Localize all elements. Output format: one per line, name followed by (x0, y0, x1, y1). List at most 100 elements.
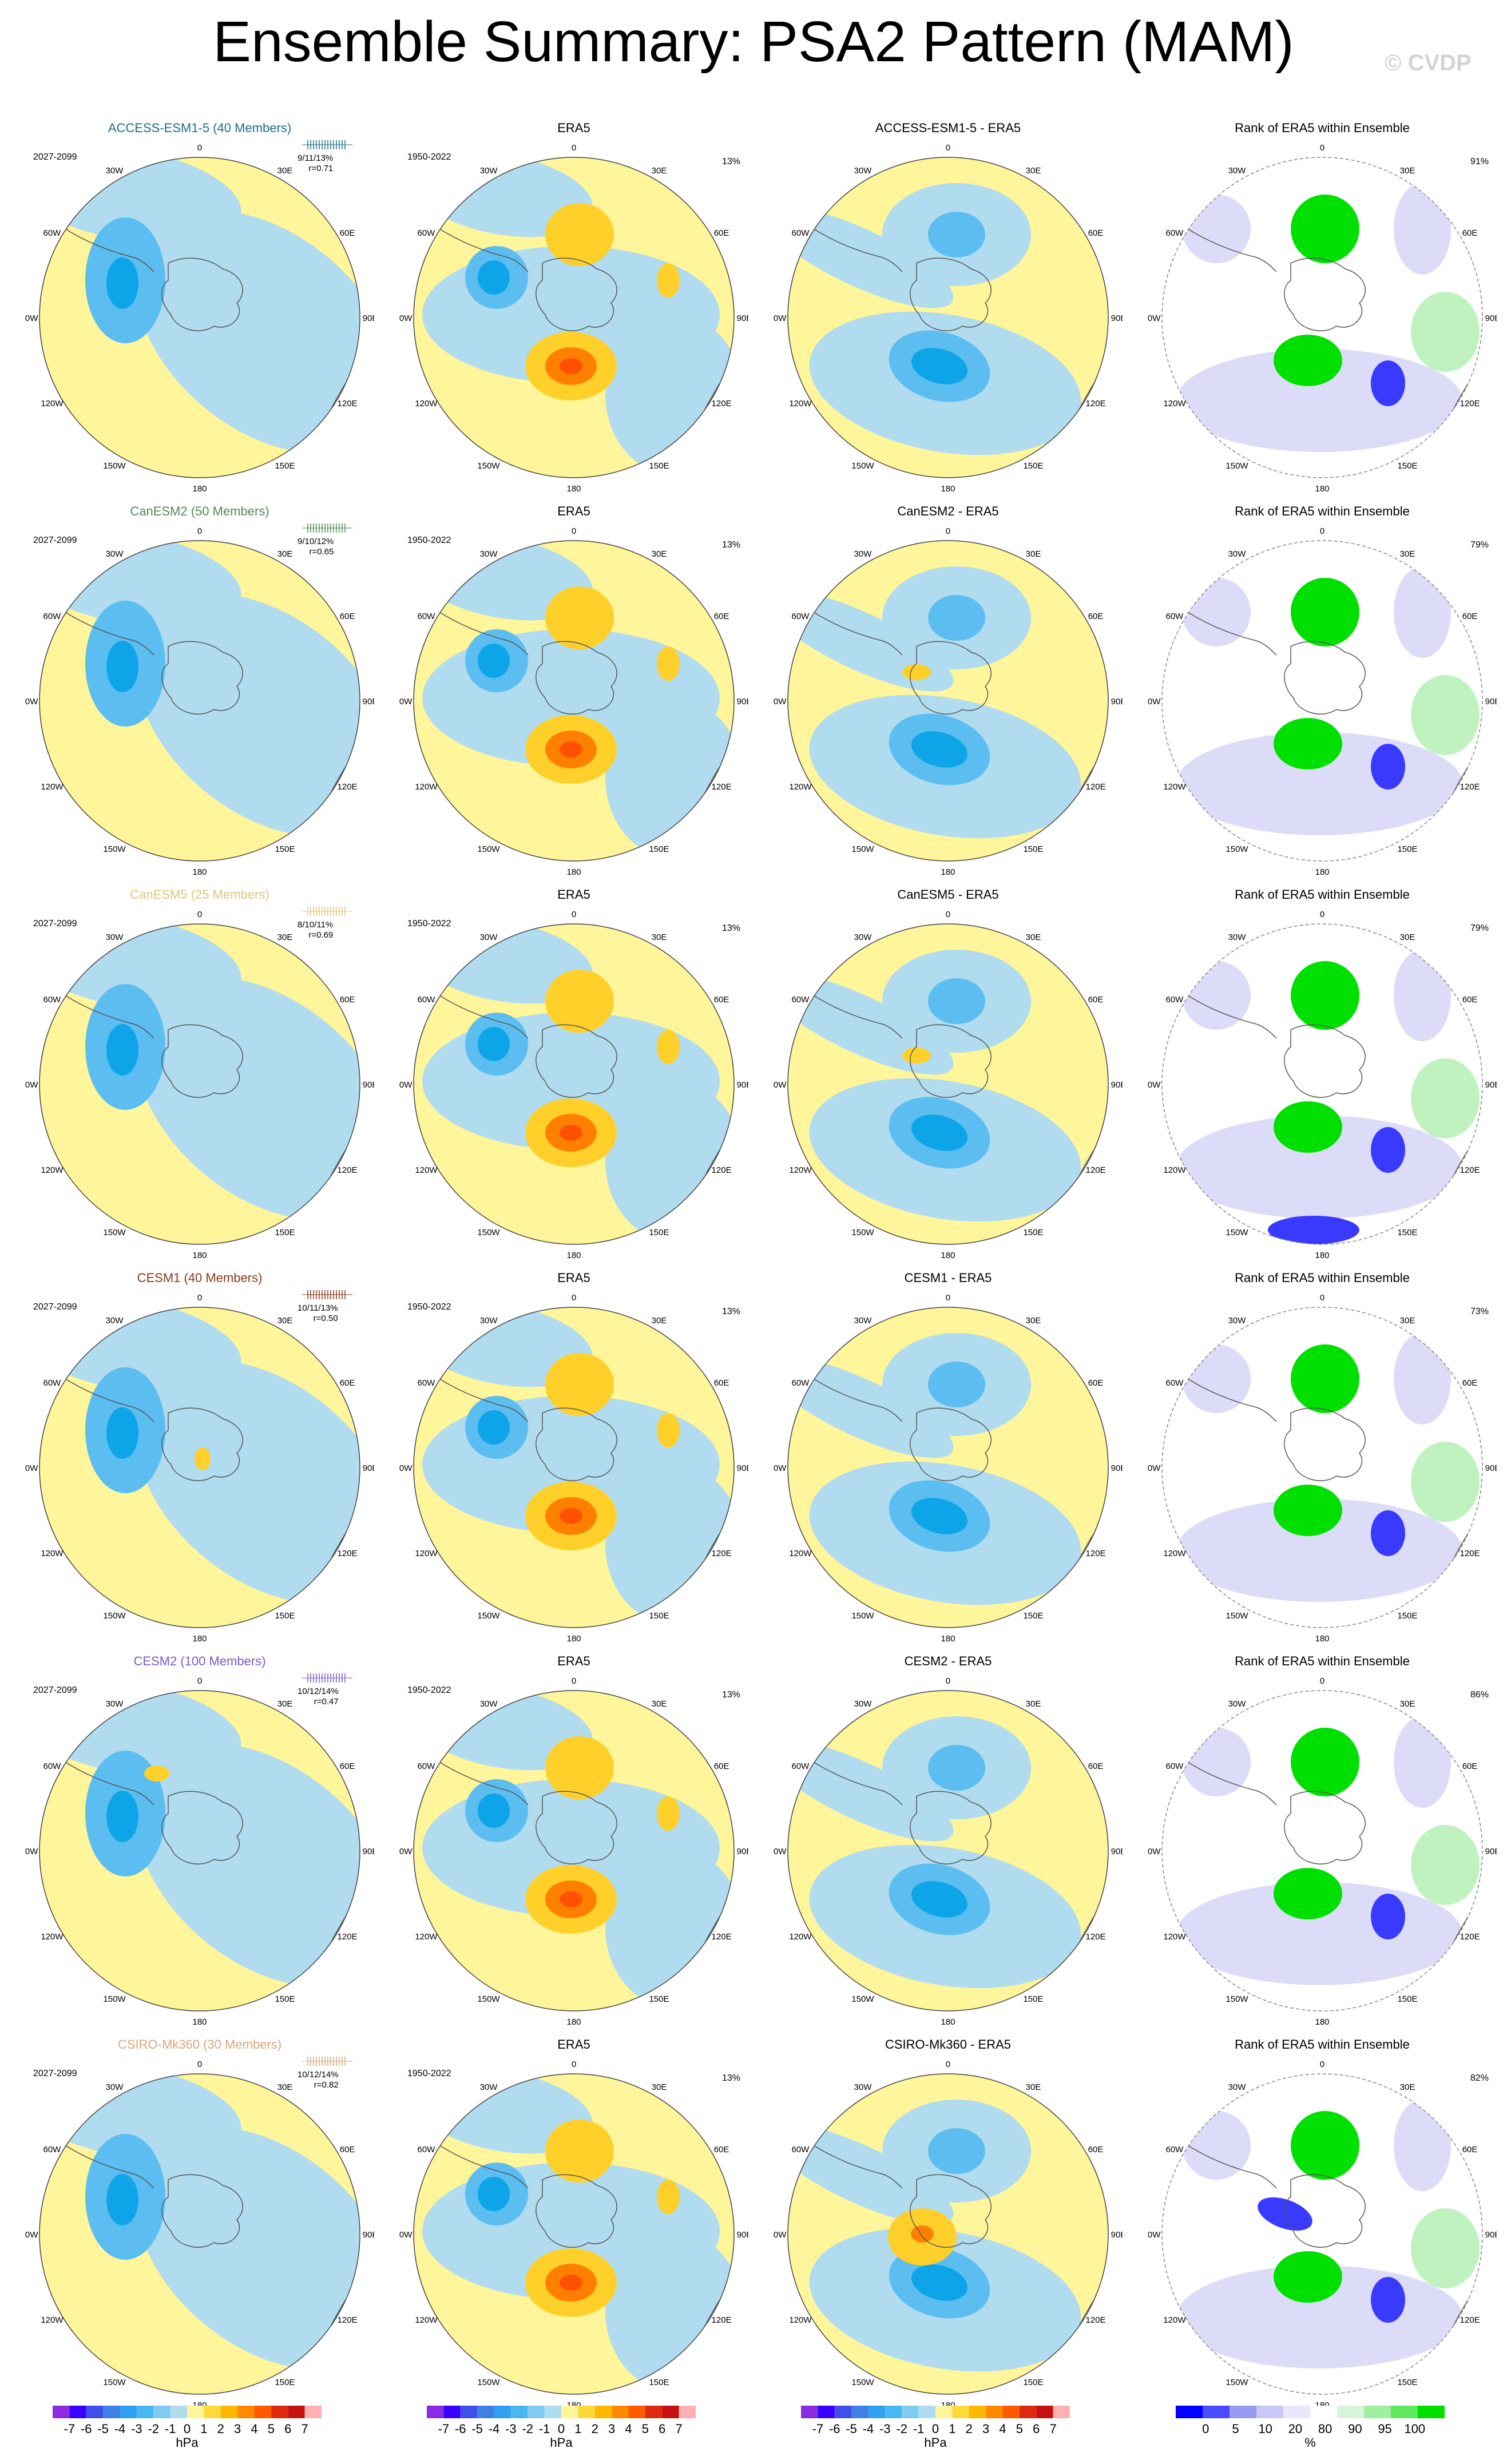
rank-pct: 79% (1470, 540, 1489, 550)
colorbar-label: 6 (659, 2422, 665, 2436)
longitude-label: 30E (277, 1316, 293, 1326)
longitude-label: 120W (41, 782, 64, 792)
pattern-correlation: r=0.69 (308, 930, 334, 940)
colorbar-label: 6 (284, 2422, 291, 2436)
member-pct-strip (302, 1290, 352, 1299)
rank-high-region (1411, 675, 1480, 755)
obs-pattern-map: 0 30E 60E 90E 120E 150E 180 150W 120W 90W 60W 30W (399, 526, 748, 875)
longitude-label: 120W (789, 399, 812, 408)
obs-pattern-map: 0 30E 60E 90E 120E 150E 180 150W 120W 90W 60W 30W (399, 143, 748, 492)
positive-anomaly (657, 1796, 680, 1831)
longitude-label: 120E (712, 399, 732, 408)
longitude-label: 0 (197, 1293, 202, 1303)
colorbar-label: -3 (505, 2422, 517, 2436)
longitude-label: 150W (851, 1994, 874, 2004)
colorbar-swatch (494, 2406, 511, 2418)
positive-anomaly (657, 263, 680, 297)
model-period: 2027-2099 (33, 1685, 77, 1695)
member-pct-strip (302, 907, 352, 916)
antarctica-coastline (161, 641, 243, 715)
colorbar-swatch (1310, 2406, 1337, 2418)
model-stats: 9/10/12% r=0.65 (298, 537, 334, 557)
colorbar-label: 1 (574, 2422, 581, 2436)
colorbar-swatch (204, 2406, 221, 2418)
colorbar-swatch (834, 2406, 852, 2418)
antarctica-coastline (161, 1024, 243, 1098)
negative-anomaly-core (911, 1881, 967, 1918)
longitude-label: 150E (1023, 844, 1043, 854)
negative-anomaly-core (478, 1794, 510, 1828)
negative-anomaly (135, 2127, 360, 2370)
colorbar-label: -2 (896, 2422, 907, 2436)
longitude-label: 90E (1485, 1463, 1497, 1473)
colorbar-swatch (254, 2406, 271, 2418)
colorbar-label: 3 (608, 2422, 615, 2436)
colorbar-swatch (1283, 2406, 1310, 2418)
longitude-label: 120W (1163, 2315, 1186, 2325)
south-america-coastline (65, 228, 154, 272)
pattern-correlation: r=0.65 (309, 547, 334, 557)
rank-panel: Rank of ERA5 within Ensemble 86% 0 30E 60E 90… (1134, 1653, 1507, 2037)
longitude-label: 0 (946, 526, 950, 536)
longitude-label: 30E (652, 166, 667, 176)
antarctica-coastline (536, 1024, 617, 1098)
longitude-label: 0 (197, 2060, 202, 2069)
longitude-label: 180 (1315, 1251, 1329, 1259)
longitude-label: 30E (1400, 1316, 1415, 1326)
antarctica-coastline (161, 1407, 243, 1481)
longitude-label: 150E (649, 2378, 669, 2387)
longitude-label: 0 (197, 526, 202, 536)
south-america-coastline (1187, 995, 1277, 1039)
difference-title: CanESM2 - ERA5 (897, 504, 999, 518)
colorbar-units: hPa (550, 2435, 573, 2450)
positive-anomaly-max (560, 741, 582, 757)
longitude-label: 60E (1088, 1378, 1104, 1388)
longitude-label: 90E (737, 2230, 748, 2240)
longitude-label: 90W (1148, 2230, 1161, 2240)
rank-pct: 82% (1470, 2073, 1489, 2083)
longitude-label: 150E (1023, 2378, 1043, 2387)
negative-anomaly-core (106, 1407, 138, 1459)
colorbar-label: 10 (1258, 2422, 1272, 2436)
map-boundary (413, 157, 735, 478)
colorbar-swatch (851, 2406, 868, 2418)
colorbar-swatch (1337, 2406, 1364, 2418)
rank-panel: Rank of ERA5 within Ensemble 82% 0 30E 60E 90… (1134, 2037, 1507, 2420)
longitude-label: 30W (1228, 166, 1247, 176)
longitude-label: 120E (1086, 1549, 1106, 1558)
longitude-label: 60E (1088, 612, 1104, 621)
obs-panel: ERA5 1950-2022 13% 0 30E 60E 90E 120E 150E 180 150… (386, 1270, 762, 1653)
longitude-label: 90W (774, 1080, 787, 1090)
colorbar-swatch (153, 2406, 170, 2418)
south-america-coastline (813, 228, 903, 272)
longitude-label: 30E (1400, 549, 1415, 559)
obs-pct-explained: 13% (722, 923, 741, 933)
longitude-label: 150E (275, 461, 295, 471)
colorbar-label: -6 (81, 2422, 92, 2436)
antarctica-coastline (161, 2174, 243, 2248)
south-america-coastline (813, 995, 903, 1039)
colorbar-label: -1 (539, 2422, 550, 2436)
negative-anomaly-core (106, 1024, 138, 1076)
colorbar-label: -5 (471, 2422, 483, 2436)
colorbar-label: 95 (1378, 2422, 1391, 2436)
longitude-label: 150W (103, 2378, 126, 2387)
south-america-coastline (439, 228, 529, 272)
longitude-label: 60W (792, 2145, 810, 2154)
rank-low-region (1394, 566, 1451, 658)
longitude-label: 90E (1111, 697, 1123, 707)
longitude-label: 180 (941, 2017, 955, 2025)
longitude-label: 60E (340, 1378, 355, 1388)
longitude-label: 90W (399, 1463, 413, 1473)
model-period: 2027-2099 (33, 152, 77, 162)
rank-high-region (1274, 1868, 1342, 1919)
longitude-label: 180 (1315, 484, 1329, 492)
model-period: 2027-2099 (33, 535, 77, 545)
colorbar-swatch (952, 2406, 969, 2418)
longitude-label: 60W (418, 1378, 436, 1388)
rank-panel: Rank of ERA5 within Ensemble 91% 0 30E 60E 90… (1134, 120, 1507, 503)
longitude-label: 180 (566, 867, 581, 875)
longitude-label: 150E (1397, 1611, 1417, 1621)
longitude-label: 60W (1166, 612, 1184, 621)
rank-high-region (1291, 195, 1359, 263)
